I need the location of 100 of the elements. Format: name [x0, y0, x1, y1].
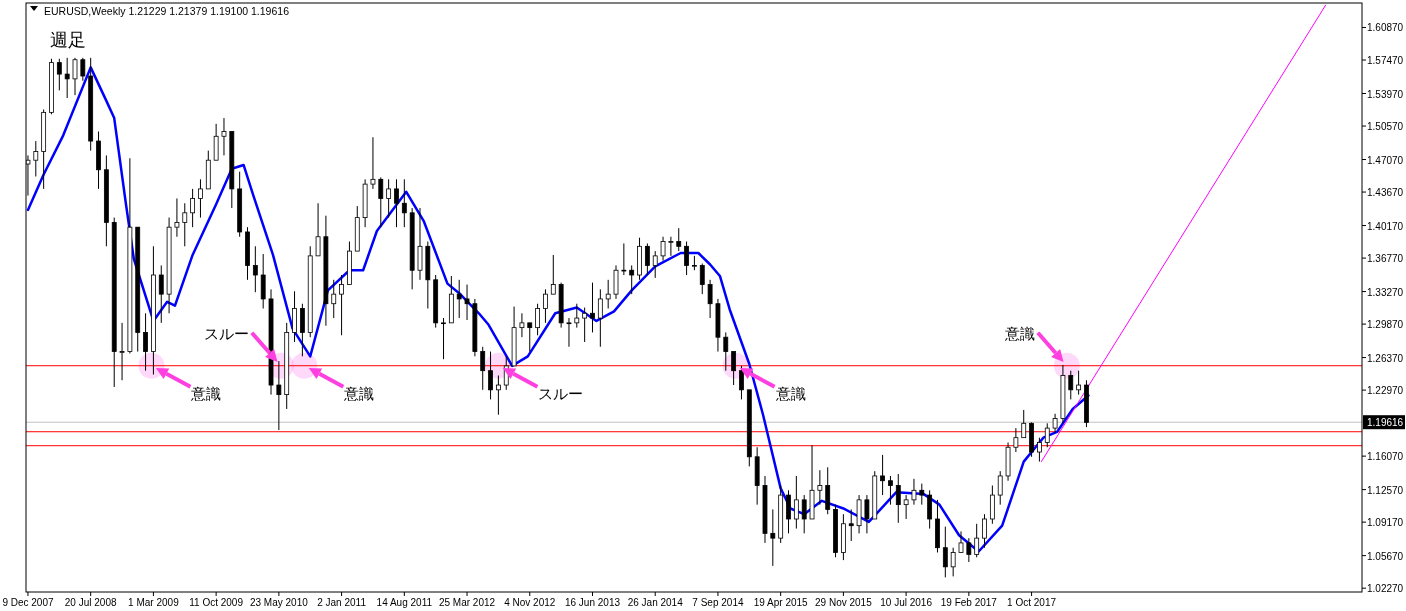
candlestick — [958, 530, 964, 553]
y-tick-label: 1.16070 — [1367, 451, 1404, 463]
candlestick — [143, 312, 148, 372]
candlestick — [613, 264, 619, 300]
candlestick — [817, 469, 823, 506]
candlestick — [1068, 370, 1074, 400]
x-tick-label: 7 Sep 2014 — [692, 597, 744, 608]
candlestick — [1037, 437, 1042, 463]
y-tick-label: 1.02270 — [1367, 583, 1404, 595]
x-tick-label: 4 Nov 2012 — [504, 597, 556, 608]
candlestick — [182, 202, 188, 247]
candlestick — [699, 263, 705, 295]
candlestick — [786, 489, 791, 534]
candlestick — [801, 494, 807, 534]
y-tick-label: 1.09170 — [1367, 517, 1404, 529]
candlestick — [1013, 427, 1019, 453]
candlestick — [119, 322, 125, 381]
y-tick-label: 1.26370 — [1367, 352, 1404, 364]
candlestick — [864, 494, 870, 534]
y-tick-label: 1.57470 — [1367, 55, 1404, 67]
candlestick — [574, 303, 580, 329]
candlestick — [56, 58, 62, 91]
y-tick-label: 1.12570 — [1367, 484, 1404, 496]
candlestick — [527, 322, 533, 353]
candlestick — [456, 279, 462, 319]
candlestick — [770, 508, 776, 567]
candlestick — [292, 290, 297, 343]
candlestick — [80, 57, 86, 82]
annotation: スルー — [538, 384, 584, 402]
candlestick — [519, 312, 525, 338]
candlestick — [684, 241, 689, 276]
candlestick — [276, 360, 282, 431]
candlestick — [550, 254, 556, 295]
candlestick — [605, 279, 611, 309]
candlestick — [158, 264, 164, 324]
candlestick — [880, 454, 885, 496]
candlestick — [644, 242, 650, 276]
x-tick-label: 19 Feb 2017 — [940, 597, 998, 608]
candlestick — [417, 207, 423, 281]
annotation: スルー — [203, 324, 249, 342]
x-tick-label: 19 Apr 2015 — [753, 597, 809, 608]
candlestick — [676, 227, 682, 252]
annotation: 意識 — [343, 384, 375, 402]
annotation: 意識 — [190, 384, 222, 402]
candlestick — [590, 282, 595, 333]
y-tick-label: 1.05670 — [1367, 550, 1404, 562]
candlestick — [174, 197, 180, 238]
candlestick — [543, 288, 548, 324]
line-series — [26, 66, 1090, 553]
candlestick — [190, 188, 196, 228]
candlestick — [72, 57, 78, 96]
annotation: 意識 — [774, 384, 806, 402]
candlestick — [496, 374, 501, 416]
x-tick-label: 1 Oct 2017 — [1007, 597, 1057, 608]
x-tick-label: 9 Dec 2007 — [2, 597, 54, 608]
candlestick — [668, 236, 674, 257]
candlestick — [989, 485, 995, 525]
candlestick — [1052, 413, 1058, 434]
y-tick-label: 1.50570 — [1367, 121, 1404, 133]
candlestick — [339, 274, 344, 336]
candlestick — [974, 523, 980, 558]
candlestick — [895, 473, 901, 524]
y-tick-label: 1.33270 — [1367, 286, 1404, 298]
y-tick-label: 1.43670 — [1367, 187, 1404, 199]
y-tick-label: 1.47070 — [1367, 154, 1404, 166]
x-tick-label: 26 Jan 2014 — [627, 597, 684, 608]
candlestick — [707, 279, 713, 319]
candlestick — [535, 303, 541, 336]
x-tick-label: 25 Mar 2012 — [438, 597, 496, 608]
candlestick — [386, 178, 392, 219]
y-tick-label: 1.36770 — [1367, 253, 1404, 265]
x-tick-label: 2 Jan 2011 — [317, 597, 367, 608]
y-tick-label: 1.29870 — [1367, 319, 1404, 331]
candlestick — [731, 351, 737, 386]
x-tick-label: 29 Nov 2015 — [815, 597, 873, 608]
candlestick — [1021, 409, 1027, 439]
candlestick — [621, 242, 627, 276]
candlestick — [1044, 422, 1050, 448]
candlestick — [629, 264, 635, 295]
candlestick — [966, 537, 972, 563]
x-tick-label: 1 Mar 2009 — [128, 597, 180, 608]
candlestick — [903, 494, 909, 520]
candlestick — [942, 526, 948, 578]
candlestick — [723, 331, 729, 372]
y-tick-label: 1.60870 — [1367, 22, 1404, 34]
candlestick — [394, 178, 399, 228]
candlestick — [793, 475, 799, 530]
annotation: 週足 — [50, 30, 86, 50]
candlestick — [33, 140, 39, 177]
candlestick — [213, 123, 219, 161]
candlestick — [919, 483, 925, 506]
x-tick-label: 23 May 2010 — [249, 597, 309, 608]
y-tick-label: 1.40170 — [1367, 220, 1404, 232]
candlestick — [198, 178, 203, 219]
candlestick — [378, 176, 384, 228]
candlestick — [299, 303, 305, 357]
candlestick — [64, 57, 70, 99]
candlestick — [582, 307, 588, 343]
candlestick — [370, 136, 376, 190]
candlestick — [252, 245, 258, 293]
